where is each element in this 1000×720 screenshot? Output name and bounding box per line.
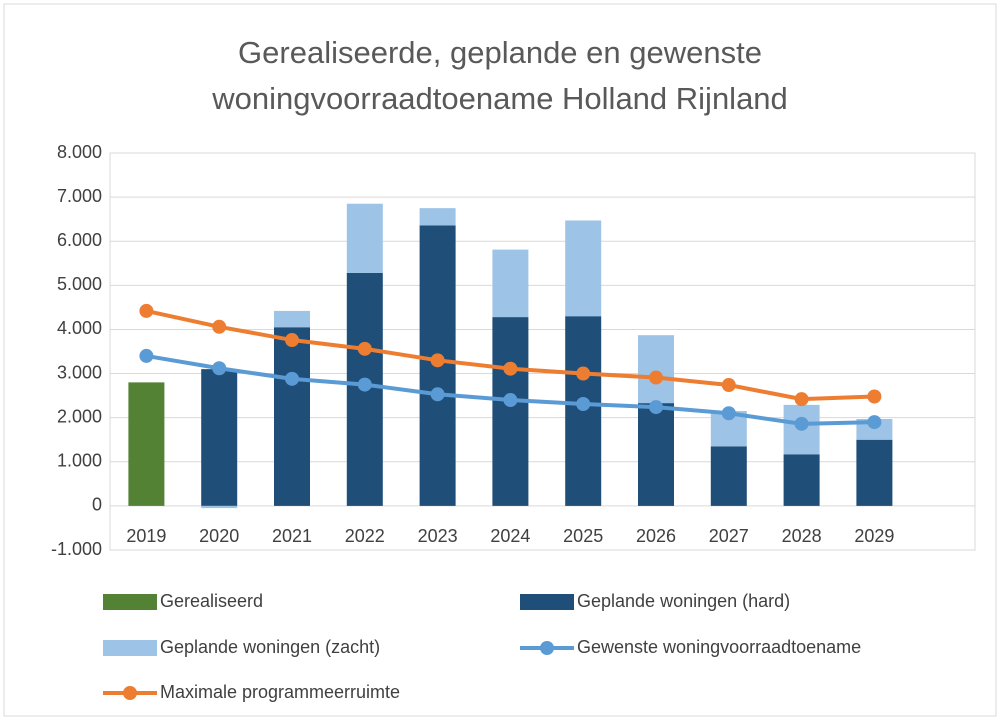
bar — [565, 220, 602, 317]
line-marker — [721, 378, 736, 393]
legend-label: Gerealiseerd — [160, 591, 263, 611]
legend-swatch — [540, 641, 554, 655]
y-tick-label: 1.000 — [57, 451, 102, 471]
bar — [565, 316, 602, 506]
line-marker — [212, 361, 227, 376]
line-marker — [576, 366, 591, 381]
bar — [638, 335, 674, 404]
line-marker — [576, 396, 591, 411]
bar — [710, 446, 747, 506]
y-tick-label: 7.000 — [57, 186, 102, 206]
bar — [274, 327, 310, 506]
x-tick-label: 2020 — [199, 526, 239, 546]
x-tick-label: 2027 — [709, 526, 749, 546]
line-marker — [503, 361, 518, 376]
y-tick-label: 2.000 — [57, 406, 102, 426]
y-tick-label: 0 — [92, 495, 102, 515]
bar — [274, 310, 310, 328]
legend-swatch — [123, 686, 137, 700]
x-tick-label: 2021 — [272, 526, 312, 546]
line-marker — [649, 400, 663, 415]
bar — [201, 369, 238, 506]
bar — [419, 208, 456, 226]
line-marker — [139, 303, 154, 318]
plot-border — [109, 152, 976, 551]
x-tick-label: 2026 — [636, 526, 676, 546]
legend-label: Geplande woningen (hard) — [577, 591, 790, 611]
line-marker — [285, 371, 299, 386]
line-marker — [357, 377, 372, 392]
line-marker — [649, 370, 663, 385]
y-tick-label: -1.000 — [51, 539, 102, 559]
legend-swatch — [103, 640, 157, 656]
x-tick-label: 2019 — [126, 526, 166, 546]
line-marker — [139, 348, 154, 363]
line-marker — [867, 415, 882, 430]
bar — [201, 505, 238, 509]
y-tick-label: 3.000 — [57, 362, 102, 382]
y-tick-label: 8.000 — [57, 142, 102, 162]
bar — [783, 454, 820, 506]
legend-label: Geplande woningen (zacht) — [160, 637, 380, 657]
x-tick-label: 2029 — [854, 526, 894, 546]
chart-title: Gerealiseerde, geplande en gewenste woni… — [212, 35, 788, 116]
bar — [638, 403, 674, 506]
legend-swatch — [103, 594, 157, 610]
line-marker — [430, 387, 445, 402]
line-marker — [867, 389, 882, 404]
x-tick-label: 2022 — [345, 526, 385, 546]
x-tick-label: 2025 — [563, 526, 603, 546]
bar — [492, 317, 529, 506]
x-tick-label: 2024 — [490, 526, 530, 546]
line-marker — [357, 341, 372, 356]
line-marker — [285, 333, 299, 348]
legend-label: Maximale programmeerruimte — [160, 682, 400, 702]
y-tick-label: 6.000 — [57, 230, 102, 250]
legend-label: Gewenste woningvoorraadtoename — [577, 637, 861, 657]
bar — [346, 203, 383, 273]
bar — [128, 382, 165, 506]
line-marker — [503, 393, 518, 408]
x-tick-label: 2028 — [782, 526, 822, 546]
x-tick-label: 2023 — [418, 526, 458, 546]
line-marker — [794, 392, 809, 407]
y-tick-label: 4.000 — [57, 318, 102, 338]
line-marker — [721, 406, 736, 421]
y-tick-label: 5.000 — [57, 274, 102, 294]
bar — [856, 439, 893, 506]
bar — [492, 249, 529, 318]
chart-border — [3, 3, 997, 717]
legend-swatch — [520, 594, 574, 610]
line-marker — [794, 416, 809, 431]
line-marker — [212, 319, 227, 334]
line-marker — [430, 353, 445, 368]
